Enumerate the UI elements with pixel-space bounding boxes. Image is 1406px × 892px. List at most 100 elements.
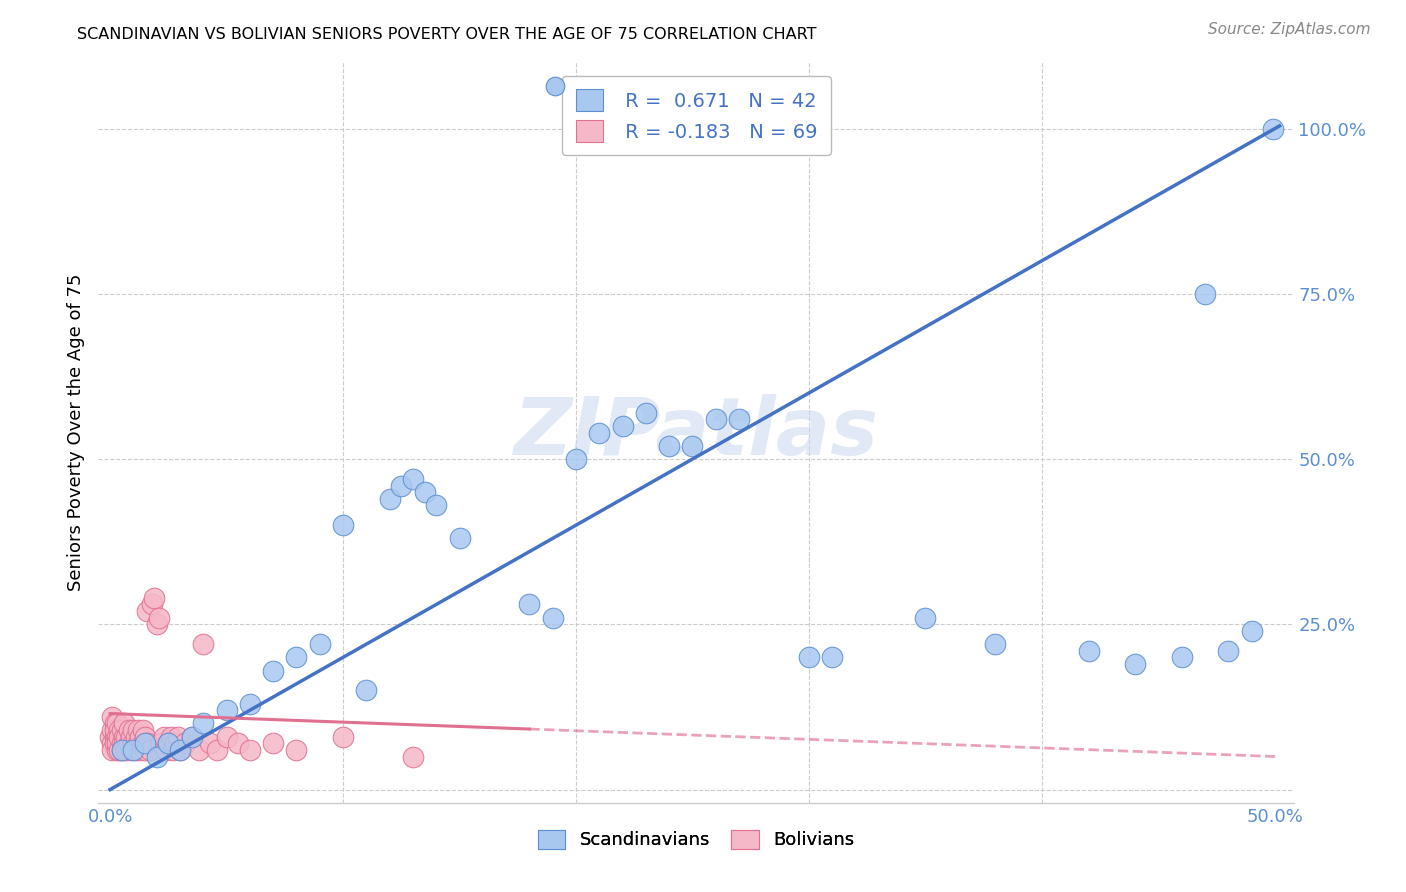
Legend: Scandinavians, Bolivians: Scandinavians, Bolivians	[530, 822, 862, 856]
Point	[108, 723, 131, 737]
Point	[101, 723, 124, 737]
Point	[262, 736, 284, 750]
Point	[332, 518, 354, 533]
Point	[308, 637, 330, 651]
Point	[118, 723, 141, 737]
Point	[215, 703, 238, 717]
Point	[98, 730, 121, 744]
Point	[402, 472, 425, 486]
Point	[389, 478, 412, 492]
Point	[166, 730, 188, 744]
Point	[162, 743, 184, 757]
Point	[120, 743, 142, 757]
Text: Source: ZipAtlas.com: Source: ZipAtlas.com	[1208, 22, 1371, 37]
Text: SCANDINAVIAN VS BOLIVIAN SENIORS POVERTY OVER THE AGE OF 75 CORRELATION CHART: SCANDINAVIAN VS BOLIVIAN SENIORS POVERTY…	[77, 27, 817, 42]
Point	[821, 650, 844, 665]
Point	[682, 439, 704, 453]
Point	[127, 723, 149, 737]
Point	[111, 743, 134, 757]
Point	[111, 743, 134, 757]
Point	[120, 730, 142, 744]
Point	[1218, 644, 1240, 658]
Point	[122, 736, 145, 750]
Point	[1261, 121, 1284, 136]
Point	[131, 723, 153, 737]
Point	[134, 730, 156, 744]
Point	[157, 736, 180, 750]
Point	[425, 499, 447, 513]
Point	[127, 736, 149, 750]
Point	[588, 425, 610, 440]
Point	[1123, 657, 1146, 671]
Point	[402, 749, 425, 764]
Point	[104, 716, 127, 731]
Point	[141, 598, 163, 612]
Point	[541, 611, 564, 625]
Point	[215, 730, 238, 744]
Point	[115, 743, 138, 757]
Point	[226, 736, 249, 750]
Point	[612, 419, 634, 434]
Point	[332, 730, 354, 744]
Point	[285, 743, 308, 757]
Point	[105, 730, 128, 744]
Point	[122, 723, 145, 737]
Point	[101, 710, 124, 724]
Point	[150, 736, 173, 750]
Point	[704, 412, 727, 426]
Point	[239, 743, 262, 757]
Point	[356, 683, 378, 698]
Point	[180, 730, 202, 744]
Point	[129, 743, 152, 757]
Point	[138, 743, 160, 757]
Point	[914, 611, 936, 625]
Point	[134, 736, 156, 750]
Point	[200, 736, 222, 750]
Point	[136, 604, 159, 618]
Point	[108, 730, 131, 744]
Point	[159, 730, 181, 744]
Point	[143, 591, 166, 605]
Point	[101, 743, 124, 757]
Point	[112, 716, 135, 731]
Point	[118, 736, 141, 750]
Point	[169, 743, 191, 757]
Point	[634, 406, 657, 420]
Point	[125, 743, 148, 757]
Point	[519, 598, 541, 612]
Point	[108, 743, 131, 757]
Point	[165, 736, 187, 750]
Point	[111, 723, 134, 737]
Point	[155, 743, 177, 757]
Point	[152, 730, 174, 744]
Point	[145, 749, 167, 764]
Point	[1240, 624, 1263, 638]
Point	[285, 650, 308, 665]
Point	[180, 730, 202, 744]
Point	[1170, 650, 1192, 665]
Point	[1194, 286, 1216, 301]
Point	[239, 697, 262, 711]
Point	[131, 736, 153, 750]
Y-axis label: Seniors Poverty Over the Age of 75: Seniors Poverty Over the Age of 75	[66, 274, 84, 591]
Point	[105, 716, 128, 731]
Point	[797, 650, 820, 665]
Point	[565, 452, 588, 467]
Point	[112, 730, 135, 744]
Point	[111, 736, 134, 750]
Point	[157, 736, 180, 750]
Point	[134, 743, 156, 757]
Point	[112, 736, 135, 750]
Point	[193, 716, 215, 731]
Point	[193, 637, 215, 651]
Point	[115, 730, 138, 744]
Point	[413, 485, 436, 500]
Point	[104, 730, 127, 744]
Point	[136, 736, 159, 750]
Text: ZIPatlas: ZIPatlas	[513, 393, 879, 472]
Point	[187, 743, 209, 757]
Point	[125, 730, 148, 744]
Point	[262, 664, 284, 678]
Point	[728, 412, 751, 426]
Point	[378, 491, 401, 506]
